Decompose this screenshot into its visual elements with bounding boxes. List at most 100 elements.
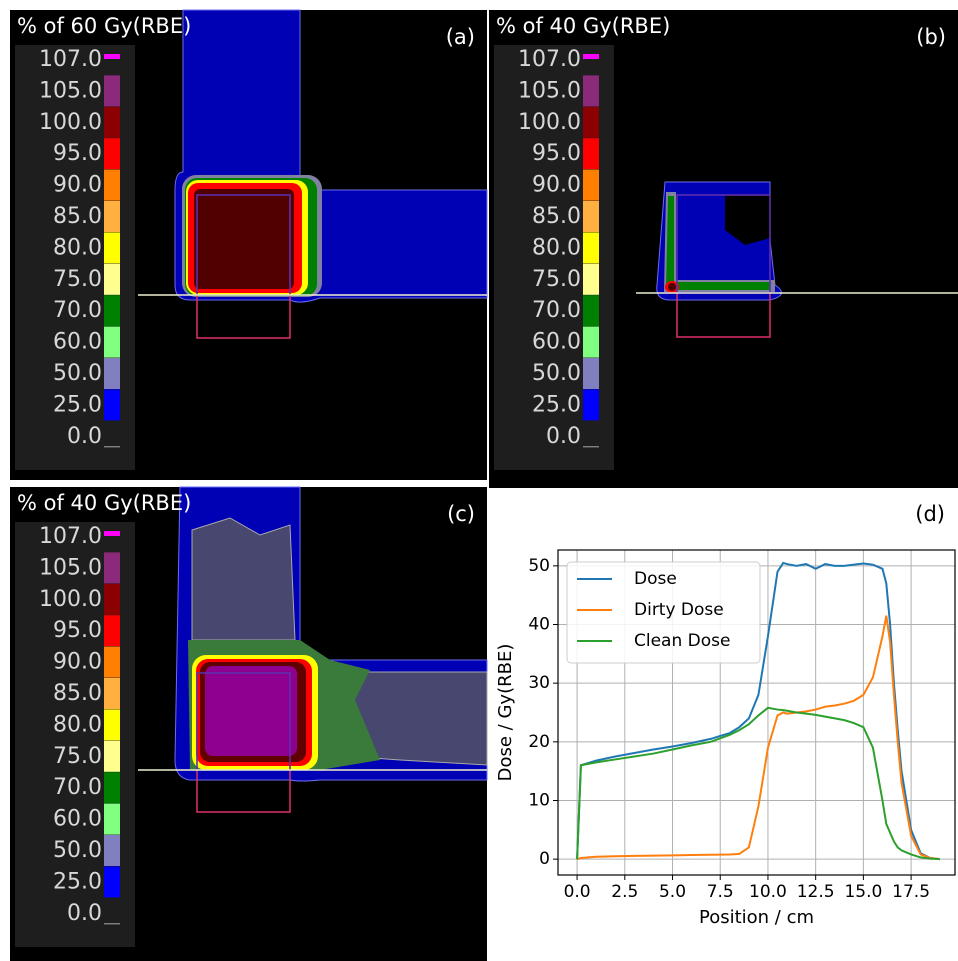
colorbar-swatch	[104, 389, 120, 420]
colorbar-swatch	[583, 201, 599, 232]
panel-title: % of 40 Gy(RBE)	[17, 491, 191, 515]
colorbar-label: 80.0	[53, 235, 102, 260]
dose-map-panel: 107.0105.0100.095.090.085.080.075.070.06…	[10, 10, 487, 480]
x-tick-label: 17.5	[892, 882, 930, 902]
y-tick-label: 30	[528, 673, 550, 693]
colorbar-label: 75.0	[53, 744, 102, 769]
colorbar-label: 25.0	[53, 392, 102, 417]
legend-label: Clean Dose	[634, 631, 730, 651]
colorbar-label: 70.0	[532, 298, 581, 323]
panel-label: (d)	[915, 502, 945, 526]
colorbar-swatch	[104, 741, 120, 772]
colorbar-label: 85.0	[532, 204, 581, 229]
legend-label: Dirty Dose	[634, 600, 724, 620]
dose-contour	[205, 666, 297, 756]
colorbar-label: 0.0	[546, 424, 581, 449]
colorbar-swatch	[104, 678, 120, 709]
colorbar-swatch	[104, 75, 120, 106]
panel-label: (a)	[446, 25, 475, 49]
colorbar-swatch	[104, 615, 120, 646]
colorbar-label: 100.0	[39, 587, 102, 612]
y-tick-label: 0	[539, 849, 550, 869]
colorbar-label: 105.0	[39, 555, 102, 580]
dose-contour	[194, 189, 294, 289]
colorbar-swatch	[583, 107, 599, 138]
colorbar-label: 105.0	[518, 78, 581, 103]
y-axis-label: Dose / Gy(RBE)	[495, 644, 516, 782]
colorbar-label: 85.0	[53, 204, 102, 229]
colorbar-label: 90.0	[532, 173, 581, 198]
colorbar-swatch	[104, 772, 120, 803]
colorbar-swatch	[583, 358, 599, 389]
colorbar-swatch	[583, 232, 599, 263]
colorbar-swatch	[104, 201, 120, 232]
colorbar-swatch	[104, 232, 120, 263]
x-tick-label: 7.5	[707, 882, 734, 902]
colorbar-swatch	[104, 584, 120, 615]
colorbar-swatch	[583, 75, 599, 106]
panel-title: % of 40 Gy(RBE)	[496, 14, 670, 38]
colorbar-swatch	[104, 552, 120, 583]
colorbar-label: 95.0	[53, 618, 102, 643]
colorbar-label: 107.0	[518, 47, 581, 72]
colorbar-swatch	[104, 295, 120, 326]
page: {"panels": [ {"title": "% of 60 Gy(RBE)"…	[0, 0, 958, 961]
colorbar-swatch	[104, 647, 120, 678]
x-tick-label: 10.0	[749, 882, 787, 902]
colorbar-swatch	[104, 709, 120, 740]
colorbar-label: 100.0	[39, 110, 102, 135]
colorbar-label: 107.0	[39, 524, 102, 549]
colorbar-swatch	[583, 264, 599, 295]
dose-map-panel: 107.0105.0100.095.090.085.080.075.070.06…	[10, 487, 487, 961]
data-line	[577, 708, 940, 859]
colorbar-swatch	[104, 107, 120, 138]
colorbar-label: 25.0	[53, 869, 102, 894]
colorbar-swatch	[104, 866, 120, 897]
dose-contour	[668, 283, 676, 291]
colorbar-label: 50.0	[53, 361, 102, 386]
colorbar-label: 85.0	[53, 681, 102, 706]
x-tick-label: 5.0	[659, 882, 686, 902]
colorbar-swatch	[104, 804, 120, 835]
colorbar-swatch	[583, 170, 599, 201]
colorbar-label: 50.0	[53, 838, 102, 863]
colorbar-label: 60.0	[532, 330, 581, 355]
colorbar-label: 95.0	[532, 141, 581, 166]
colorbar-label: 90.0	[53, 173, 102, 198]
colorbar-swatch	[583, 138, 599, 169]
colorbar-swatch	[583, 389, 599, 420]
x-tick-label: 12.5	[797, 882, 835, 902]
y-tick-label: 10	[528, 790, 550, 810]
colorbar-label: 107.0	[39, 47, 102, 72]
panel-label: (b)	[916, 25, 946, 49]
colorbar-label: 80.0	[532, 235, 581, 260]
colorbar-swatch	[104, 138, 120, 169]
colorbar-swatch	[104, 264, 120, 295]
colorbar-label: 60.0	[53, 330, 102, 355]
colorbar-swatch	[104, 170, 120, 201]
colorbar-label: 90.0	[53, 650, 102, 675]
colorbar-swatch	[583, 295, 599, 326]
legend-label: Dose	[634, 569, 677, 589]
colorbar-label: 0.0	[67, 424, 102, 449]
y-tick-label: 20	[528, 732, 550, 752]
colorbar-label: 95.0	[53, 141, 102, 166]
colorbar-label: 105.0	[39, 78, 102, 103]
colorbar-swatch	[583, 327, 599, 358]
panel-label: (c)	[447, 502, 475, 526]
x-axis-label: Position / cm	[699, 907, 814, 928]
colorbar-swatch	[104, 531, 120, 536]
x-tick-label: 2.5	[611, 882, 638, 902]
colorbar-label: 70.0	[53, 298, 102, 323]
x-tick-label: 0.0	[564, 882, 591, 902]
colorbar-swatch	[104, 54, 120, 59]
dose-map-panel: 107.0105.0100.095.090.085.080.075.070.06…	[489, 10, 958, 488]
figure: 107.0105.0100.095.090.085.080.075.070.06…	[0, 0, 958, 961]
colorbar-label: 70.0	[53, 775, 102, 800]
colorbar-label: 80.0	[53, 712, 102, 737]
y-tick-label: 40	[528, 615, 550, 635]
colorbar-label: 75.0	[532, 267, 581, 292]
colorbar-swatch	[104, 358, 120, 389]
y-tick-label: 50	[528, 556, 550, 576]
colorbar-label: 50.0	[532, 361, 581, 386]
